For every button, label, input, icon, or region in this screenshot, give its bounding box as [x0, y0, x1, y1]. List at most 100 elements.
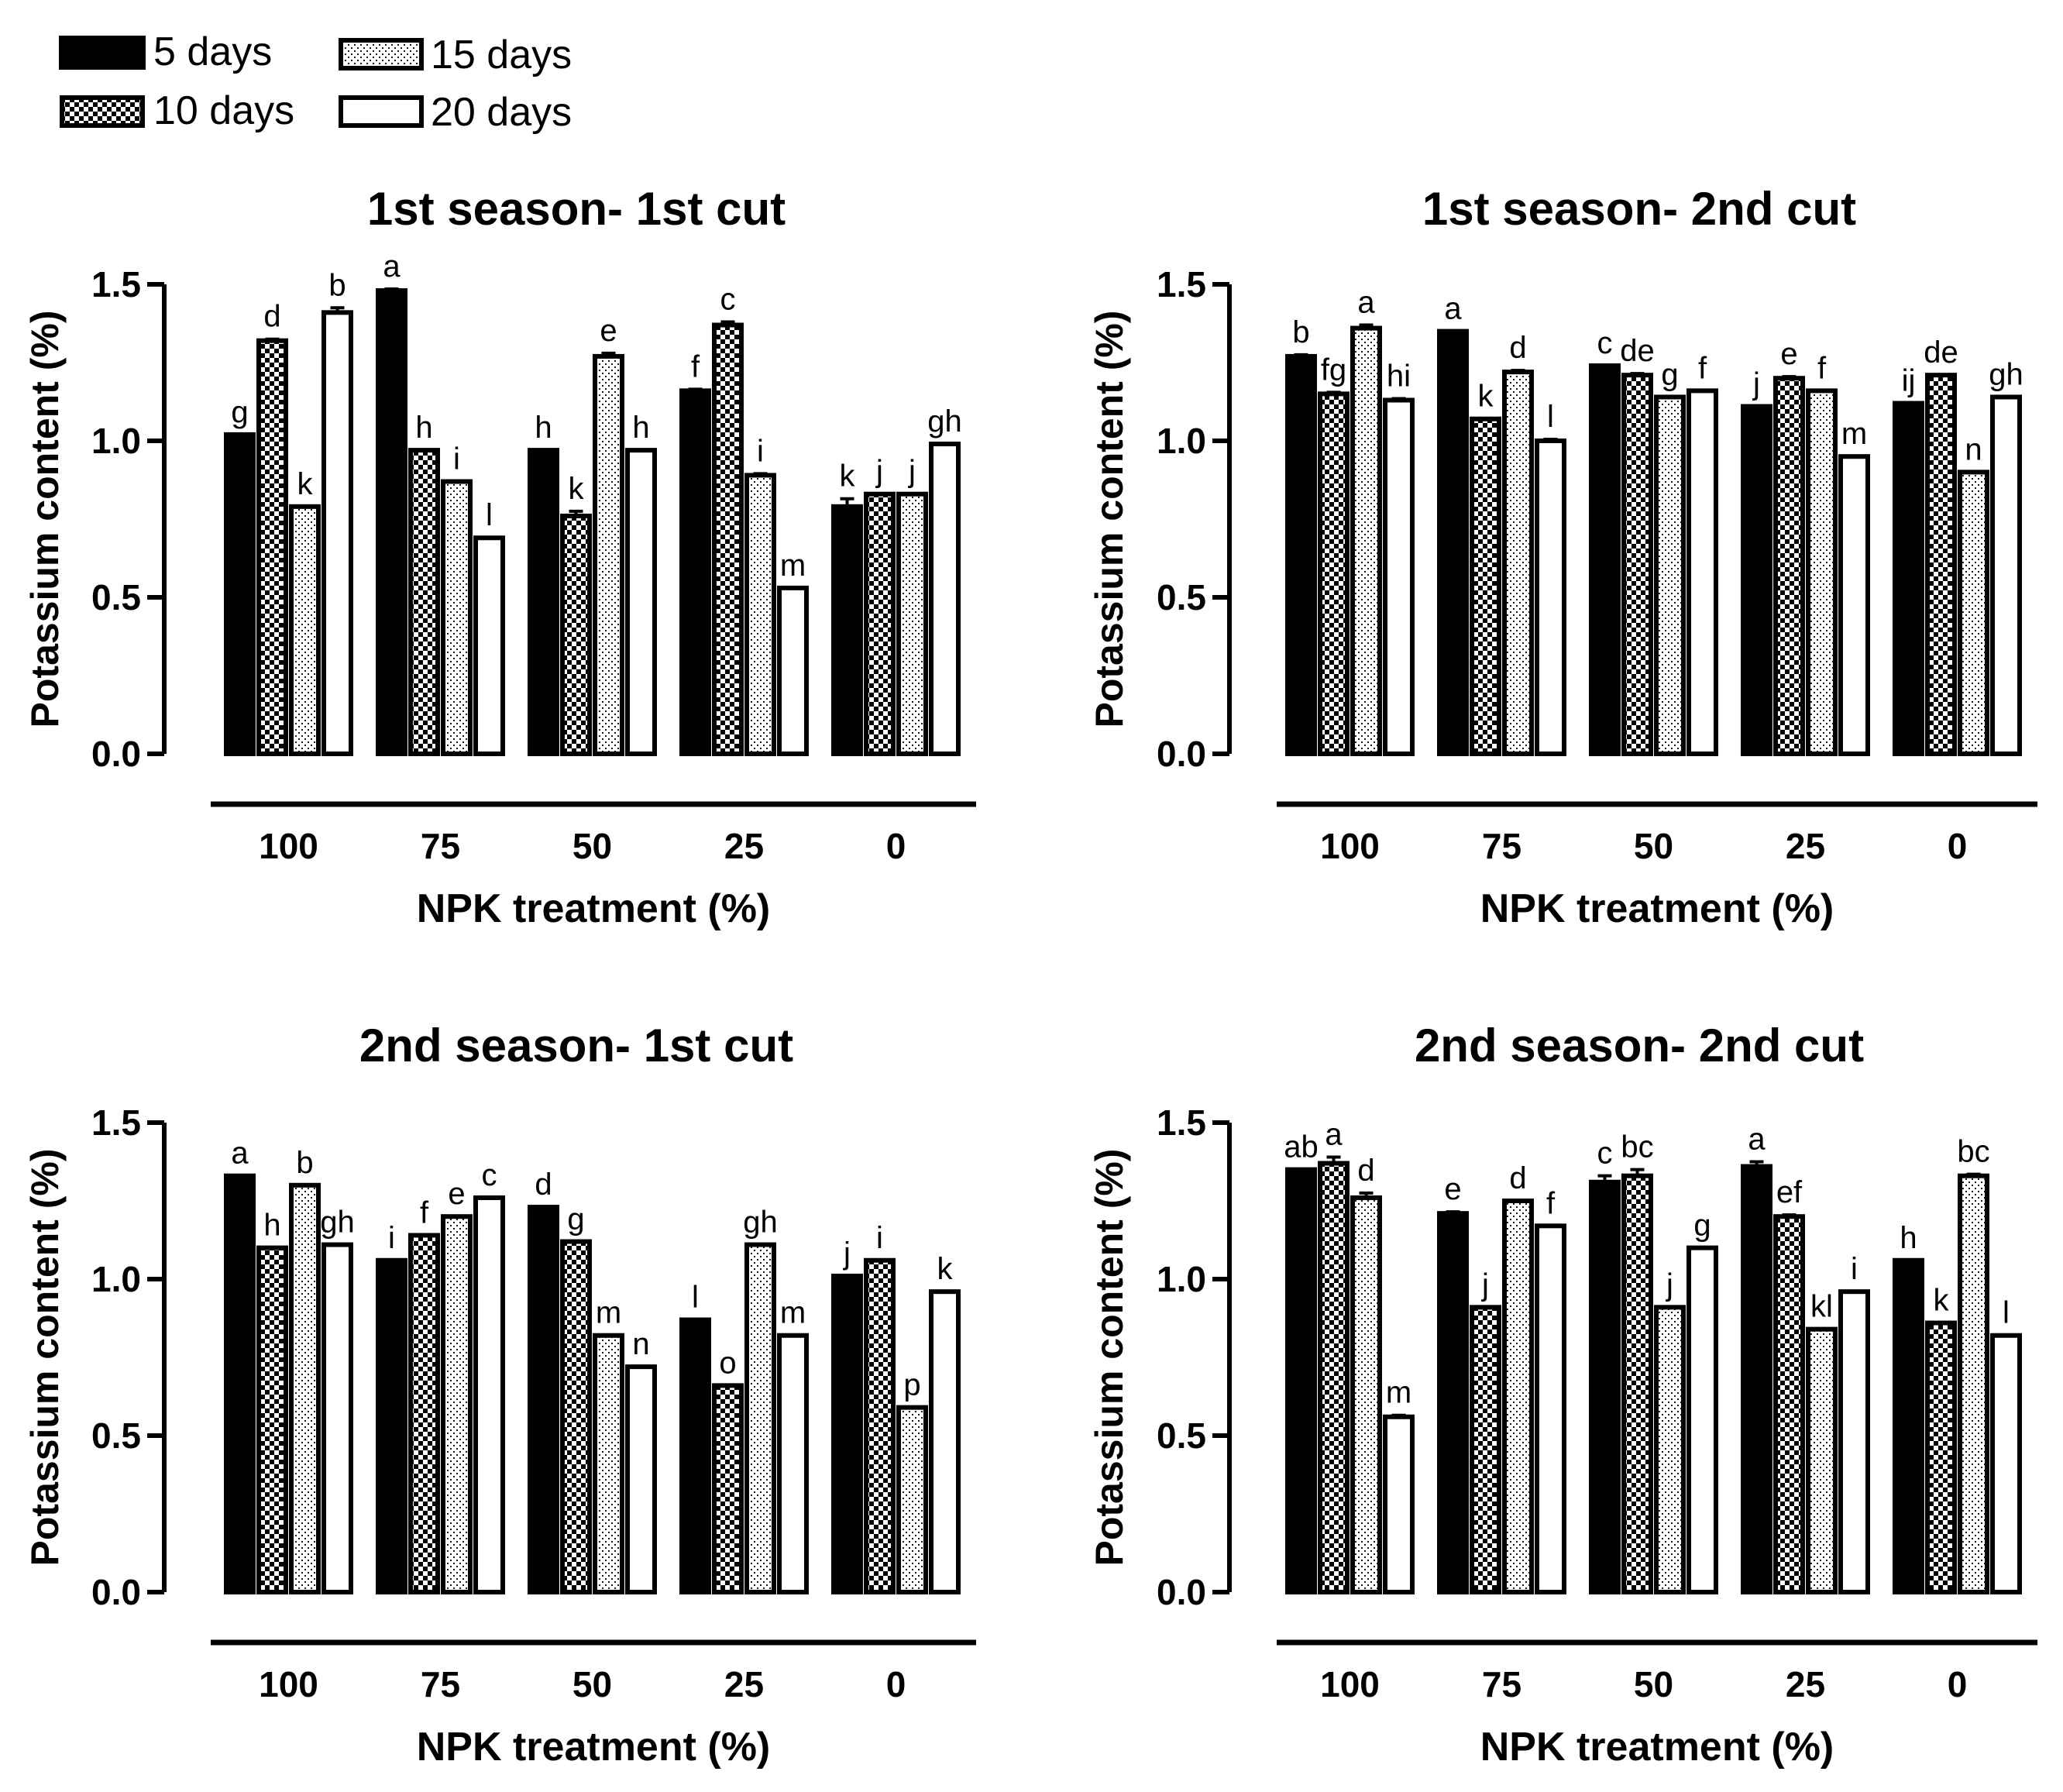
significance-letter: de [1924, 335, 1958, 370]
bar-15-days-0 [1958, 1173, 1989, 1595]
significance-letter: g [1693, 1209, 1711, 1243]
bar-10-days-50 [1621, 373, 1653, 756]
bar-10-days-75 [408, 1233, 440, 1594]
x-tick-label: 100 [1320, 1664, 1380, 1704]
x-tick-label: 25 [1786, 826, 1825, 866]
significance-letter: gh [320, 1206, 355, 1240]
significance-letter: k [1934, 1284, 1950, 1318]
bar-10-days-50 [560, 513, 592, 757]
significance-letter: e [1780, 337, 1797, 371]
bar-15-days-75 [1502, 1199, 1534, 1594]
significance-letter: m [780, 549, 806, 583]
significance-letter: a [383, 249, 401, 284]
bar-15-days-25 [744, 1242, 776, 1595]
significance-letter: c [482, 1158, 497, 1192]
bar-20-days-75 [1535, 439, 1566, 756]
bar-20-days-100 [321, 310, 353, 756]
significance-letter: k [297, 467, 314, 501]
significance-letter: f [420, 1195, 429, 1230]
chart-title: 2nd season- 1st cut [359, 1020, 793, 1071]
significance-letter: d [1357, 1154, 1374, 1188]
significance-letter: gh [927, 404, 962, 439]
bar-15-days-25 [744, 473, 776, 756]
bar-10-days-50 [1621, 1173, 1653, 1595]
y-tick-label: 0.5 [1157, 577, 1206, 617]
significance-letter: a [1325, 1117, 1343, 1151]
bar-10-days-100 [1318, 1161, 1350, 1594]
significance-letter: l [486, 498, 493, 532]
bar-20-days-0 [1990, 394, 2022, 756]
bar-5-days-100 [1285, 1167, 1317, 1594]
legend-item-15-days: 15 days [339, 33, 572, 77]
significance-letter: gh [1989, 357, 2023, 391]
legend: 5 days 15 days 10 days 20 days [59, 29, 572, 135]
bar-20-days-0 [929, 442, 961, 756]
significance-letter: d [263, 300, 280, 334]
significance-letter: f [1546, 1186, 1556, 1220]
bar-15-days-50 [593, 353, 624, 757]
x-tick-label: 75 [421, 1664, 460, 1704]
bar-5-days-100 [224, 1173, 256, 1595]
significance-letter: d [1509, 1161, 1526, 1195]
significance-letter: kl [1810, 1290, 1833, 1324]
significance-letter: l [692, 1281, 699, 1315]
bar-5-days-0 [1893, 1257, 1924, 1594]
bar-10-days-0 [1925, 373, 1957, 756]
significance-letter: m [1841, 417, 1867, 451]
x-tick-label: 0 [886, 826, 906, 866]
y-tick-label: 0.5 [91, 577, 141, 617]
significance-letter: o [719, 1346, 736, 1380]
bar-5-days-50 [528, 448, 559, 756]
x-tick-label: 75 [421, 826, 460, 866]
bar-5-days-0 [831, 1273, 863, 1594]
bar-10-days-0 [1925, 1320, 1957, 1595]
bar-15-days-50 [1654, 394, 1686, 756]
bar-20-days-0 [1990, 1333, 2022, 1594]
significance-letter: n [1965, 432, 1982, 466]
y-axis-label: Potassium content (%) [23, 1149, 67, 1567]
legend-swatch-5-days [59, 36, 146, 70]
panel-2nd-season-2nd-cut: 2nd season- 2nd cut 0.0 0.5 1.0 1.5 Potassium… [1088, 1020, 2037, 1770]
bar-20-days-100 [1383, 397, 1415, 756]
y-axis-label: Potassium content (%) [23, 311, 67, 728]
significance-letter: d [1509, 331, 1526, 365]
bar-15-days-100 [1350, 325, 1382, 756]
bar-15-days-75 [441, 1214, 473, 1594]
significance-letter: a [231, 1137, 249, 1171]
significance-letter: b [328, 268, 346, 302]
significance-letter: m [596, 1296, 621, 1330]
significance-letter: g [1661, 357, 1678, 391]
bar-15-days-75 [441, 479, 473, 757]
bar-5-days-75 [376, 1257, 407, 1594]
bar-10-days-25 [1773, 376, 1805, 756]
x-tick-label: 25 [724, 1664, 764, 1704]
bar-15-days-100 [289, 1182, 321, 1595]
y-tick-label: 0.0 [1157, 1572, 1206, 1612]
y-tick-label: 1.0 [1157, 1259, 1206, 1299]
significance-letter: k [569, 472, 585, 506]
x-tick-label: 50 [572, 826, 612, 866]
significance-letter: h [632, 411, 649, 445]
significance-letter: bc [1957, 1135, 1989, 1169]
bar-10-days-100 [1318, 391, 1350, 756]
significance-letter: ef [1776, 1175, 1803, 1209]
legend-item-10-days: 10 days [60, 88, 294, 133]
significance-letter: a [1444, 292, 1462, 326]
chart-title: 1st season- 2nd cut [1422, 183, 1856, 235]
significance-letter: h [1900, 1221, 1917, 1255]
bar-10-days-75 [408, 448, 440, 756]
x-tick-label: 25 [724, 826, 764, 866]
significance-letter: c [720, 282, 736, 316]
bar-15-days-100 [1350, 1195, 1382, 1594]
x-tick-label: 50 [1634, 826, 1673, 866]
y-tick-label: 1.5 [91, 264, 141, 304]
significance-letter: c [1597, 1137, 1613, 1171]
significance-letter: i [757, 434, 764, 468]
significance-letter: de [1620, 334, 1655, 368]
y-tick-label: 0.5 [1157, 1415, 1206, 1456]
bar-15-days-50 [1654, 1305, 1686, 1594]
x-axis-label: NPK treatment (%) [1480, 886, 1834, 931]
bar-20-days-25 [1838, 1289, 1870, 1595]
legend-label-20-days: 20 days [431, 90, 572, 135]
significance-letter: c [1597, 326, 1613, 360]
